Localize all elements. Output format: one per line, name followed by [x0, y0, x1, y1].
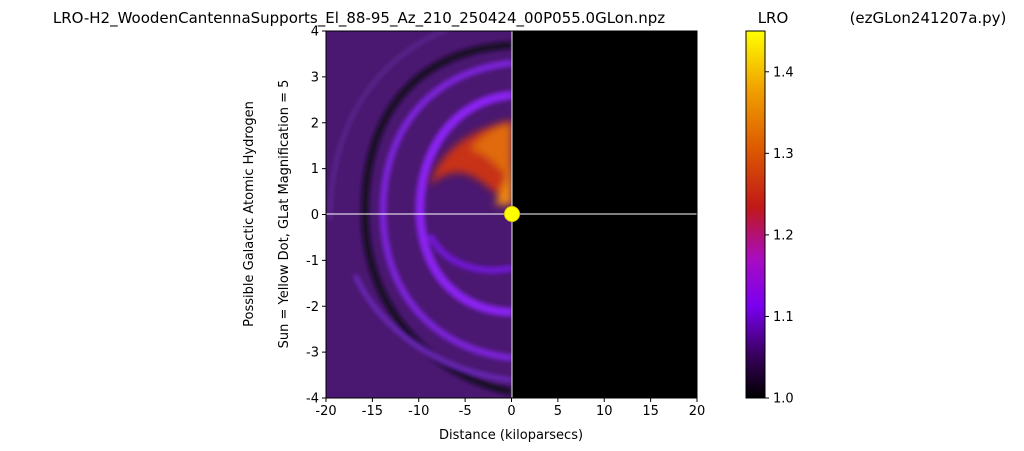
colorbar-gradient	[745, 30, 766, 399]
y-axis-label-line1: Possible Galactic Atomic Hydrogen	[242, 101, 257, 327]
y-tick-label: 1	[311, 162, 319, 177]
middle-arm	[379, 59, 513, 362]
y-tick-label: -1	[306, 254, 319, 269]
y-axis-label-line2: Sun = Yellow Dot, GLat Magnification = 5	[277, 80, 292, 349]
x-tick-label: 5	[554, 404, 562, 419]
x-tick-label: 20	[689, 404, 706, 419]
inner-arm-glow	[430, 120, 512, 205]
x-tick-label: -20	[315, 404, 336, 419]
right-half	[512, 31, 697, 398]
inner-ring	[415, 90, 513, 317]
plot-area	[326, 31, 697, 398]
y-tick-label: 0	[311, 208, 319, 223]
colorbar-tick-label: 1.4	[773, 65, 794, 80]
chart-title: LRO-H2_WoodenCantennaSupports_El_88-95_A…	[53, 9, 665, 28]
inner-ring-lower	[426, 233, 513, 274]
outer-arm	[352, 273, 513, 383]
y-tick-label: 4	[311, 25, 319, 40]
colorbar-tick-label: 1.3	[773, 147, 794, 162]
y-tick-label: 3	[311, 70, 319, 85]
colorbar: LRO 1.0 1.1 1.2 1.3 1.4	[745, 9, 794, 407]
y-tick-label: -2	[306, 300, 319, 315]
colorbar-tick-label: 1.2	[773, 228, 794, 243]
x-axis-label: Distance (kiloparsecs)	[439, 428, 583, 443]
y-axis: -4 -3 -2 -1 0 1 2 3 4	[306, 25, 326, 407]
colorbar-ticks: 1.0 1.1 1.2 1.3 1.4	[765, 65, 794, 407]
x-tick-label: -15	[362, 404, 383, 419]
y-tick-label: 2	[311, 116, 319, 131]
y-tick-label: -4	[306, 392, 319, 407]
colorbar-tick-label: 1.1	[773, 310, 794, 325]
script-label: (ezGLon241207a.py)	[850, 9, 1007, 27]
x-tick-label: -5	[459, 404, 472, 419]
colorbar-label: LRO	[758, 9, 789, 27]
x-tick-label: 10	[596, 404, 613, 419]
colorbar-tick-label: 1.0	[773, 392, 794, 407]
heatmap-features	[328, 31, 513, 396]
x-axis: -20 -15 -10 -5 0 5 10 15 20	[315, 398, 705, 419]
y-tick-label: -3	[306, 346, 319, 361]
x-tick-label: 15	[642, 404, 659, 419]
x-tick-label: -10	[408, 404, 429, 419]
sun-marker	[504, 206, 520, 222]
far-arc	[328, 31, 449, 221]
x-tick-label: 0	[507, 404, 515, 419]
